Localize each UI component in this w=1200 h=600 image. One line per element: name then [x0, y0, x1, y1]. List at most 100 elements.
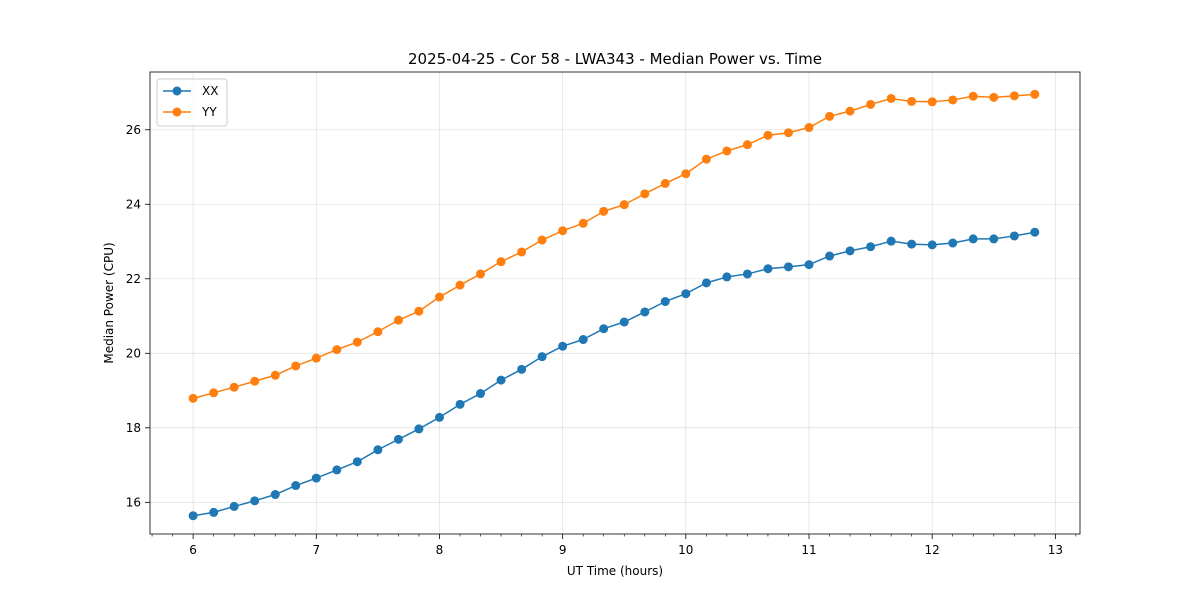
y-tick-label: 22 [126, 272, 141, 286]
data-point-xx [311, 473, 321, 483]
y-tick-label: 24 [126, 197, 141, 211]
data-point-yy [886, 93, 896, 103]
y-axis-label: Median Power (CPU) [102, 242, 116, 363]
y-tick-label: 26 [126, 123, 141, 137]
data-point-xx [681, 289, 691, 299]
data-point-xx [845, 246, 855, 256]
data-point-xx [825, 251, 835, 261]
data-point-xx [517, 364, 527, 374]
data-point-xx [578, 335, 588, 345]
data-point-xx [660, 297, 670, 307]
data-point-xx [968, 234, 978, 244]
data-point-yy [763, 130, 773, 140]
data-point-yy [599, 206, 609, 216]
data-point-yy [907, 96, 917, 106]
data-point-yy [332, 345, 342, 355]
data-point-yy [434, 292, 444, 302]
y-axis: 16 18 20 22 24 26 [126, 123, 150, 509]
x-axis: 6 7 8 9 10 11 12 13 [151, 534, 1077, 557]
data-point-xx [989, 234, 999, 244]
data-point-xx [229, 501, 239, 511]
legend-label-xx: XX [202, 84, 218, 98]
x-tick-label: 7 [312, 543, 320, 557]
data-point-yy [660, 178, 670, 188]
plot-frame [149, 71, 1081, 535]
data-point-yy [722, 146, 732, 156]
data-point-xx [393, 434, 403, 444]
data-point-yy [537, 235, 547, 245]
data-point-yy [229, 382, 239, 392]
x-tick-label: 13 [1048, 543, 1063, 557]
data-point-yy [475, 269, 485, 279]
legend-label-yy: YY [201, 105, 217, 119]
x-tick-label: 6 [189, 543, 197, 557]
data-point-xx [1030, 227, 1040, 237]
data-point-yy [517, 247, 527, 257]
data-point-xx [250, 496, 260, 506]
chart-title: 2025-04-25 - Cor 58 - LWA343 - Median Po… [408, 50, 822, 68]
data-point-xx [414, 424, 424, 434]
data-point-xx [640, 307, 650, 317]
data-point-yy [558, 226, 568, 236]
data-point-xx [701, 278, 711, 288]
data-point-yy [701, 154, 711, 164]
data-point-yy [681, 169, 691, 179]
data-point-xx [475, 389, 485, 399]
data-point-xx [209, 507, 219, 517]
data-point-xx [291, 481, 301, 491]
data-point-xx [886, 236, 896, 246]
data-point-yy [640, 189, 650, 199]
data-point-yy [188, 393, 198, 403]
data-point-xx [722, 272, 732, 282]
data-point-yy [578, 218, 588, 228]
data-point-xx [373, 445, 383, 455]
data-point-xx [866, 242, 876, 252]
data-point-yy [496, 257, 506, 267]
data-point-yy [845, 106, 855, 116]
data-point-xx [599, 324, 609, 334]
data-point-xx [783, 262, 793, 272]
x-tick-label: 12 [925, 543, 940, 557]
x-tick-label: 8 [436, 543, 444, 557]
data-point-xx [558, 341, 568, 351]
data-point-yy [968, 91, 978, 101]
data-point-yy [373, 327, 383, 337]
data-point-yy [455, 280, 465, 290]
x-axis-label: UT Time (hours) [567, 564, 663, 578]
data-point-yy [209, 388, 219, 398]
data-point-yy [742, 140, 752, 150]
data-point-yy [619, 200, 629, 210]
data-point-xx [619, 317, 629, 327]
x-tick-label: 9 [559, 543, 567, 557]
y-tick-label: 18 [126, 421, 141, 435]
data-point-xx [804, 260, 814, 270]
data-point-yy [414, 306, 424, 316]
data-point-xx [742, 269, 752, 279]
data-point-yy [291, 361, 301, 371]
data-point-yy [250, 376, 260, 386]
data-point-yy [1030, 89, 1040, 99]
series-layer [188, 89, 1040, 521]
data-point-xx [927, 240, 937, 250]
x-tick-label: 11 [801, 543, 816, 557]
data-point-yy [270, 370, 280, 380]
legend-marker-yy [172, 107, 182, 117]
data-point-yy [352, 337, 362, 347]
data-point-xx [537, 352, 547, 362]
legend-marker-xx [172, 86, 182, 96]
data-point-xx [763, 264, 773, 274]
legend: XX YY [156, 78, 228, 127]
y-tick-label: 16 [126, 495, 141, 509]
data-point-yy [804, 123, 814, 133]
data-point-yy [783, 128, 793, 138]
data-point-xx [907, 239, 917, 249]
data-point-yy [393, 315, 403, 325]
grid [150, 72, 1080, 534]
y-tick-label: 20 [126, 346, 141, 360]
x-tick-label: 10 [678, 543, 693, 557]
data-point-xx [270, 490, 280, 500]
data-point-xx [332, 465, 342, 475]
data-point-xx [948, 238, 958, 248]
data-point-xx [496, 375, 506, 385]
